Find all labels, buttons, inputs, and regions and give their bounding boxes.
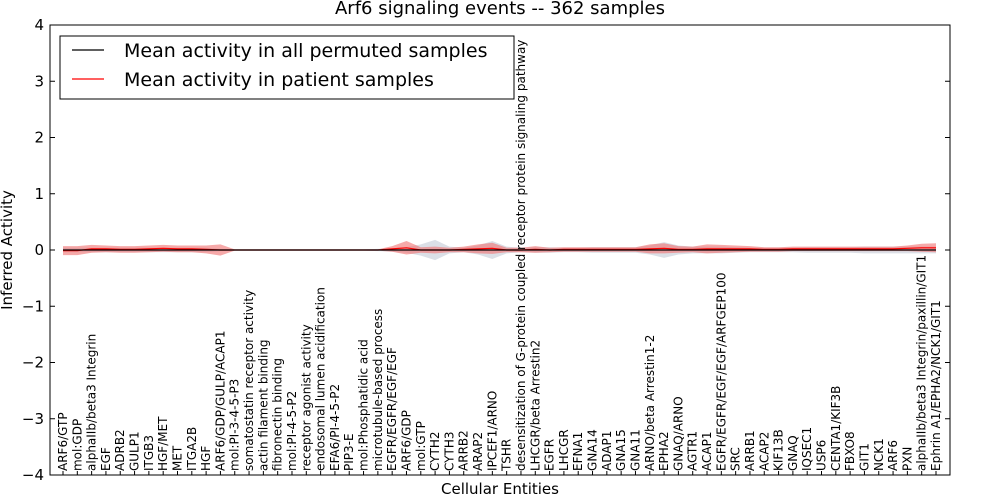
x-tick-label: ARRB1 bbox=[743, 430, 757, 471]
x-tick-label: alphaIIb/beta3 Integrin bbox=[85, 334, 99, 471]
x-tick-label: somatostatin receptor activity bbox=[242, 290, 256, 471]
x-tick-label: ADAP1 bbox=[600, 431, 614, 471]
legend: Mean activity in all permuted samples Me… bbox=[59, 35, 515, 100]
y-tick-label: 1 bbox=[34, 185, 44, 203]
chart-title: Arf6 signaling events -- 362 samples bbox=[335, 0, 665, 19]
x-tick-label: endosomal lumen acidification bbox=[314, 287, 328, 471]
x-tick-label: alphaIIb/beta3 Integrin/paxillin/GIT1 bbox=[915, 255, 929, 471]
x-tick-label: MET bbox=[171, 445, 185, 471]
x-tick-label: KIF13B bbox=[772, 429, 786, 471]
x-tick-label: NCK1 bbox=[872, 438, 886, 471]
x-tick-label: EFA6/PI-4-5-P2 bbox=[328, 384, 342, 471]
x-tick-label: ARAP2 bbox=[471, 432, 485, 471]
x-tick-label: mol:PI-4-5-P2 bbox=[285, 391, 299, 471]
x-tick-label: actin filament binding bbox=[256, 339, 270, 471]
x-tick-label: ARF6/GTP bbox=[56, 412, 70, 471]
x-tick-label: FBXO8 bbox=[843, 431, 857, 471]
y-tick-label: −2 bbox=[22, 354, 44, 372]
x-tick-label: AGTR1 bbox=[686, 431, 700, 471]
x-tick-label: EGF bbox=[99, 447, 113, 471]
series-lines bbox=[63, 247, 936, 252]
band-series-1 bbox=[63, 241, 936, 256]
y-tick-label: 2 bbox=[34, 129, 44, 147]
x-tick-label: GNAQ/ARNO bbox=[671, 396, 685, 471]
x-tick-label: fibronectin binding bbox=[271, 358, 285, 471]
x-tick-label: GNA15 bbox=[614, 429, 628, 471]
x-tick-label: desensitization of G-protein coupled rec… bbox=[514, 40, 528, 471]
x-axis-label: Cellular Entities bbox=[441, 480, 559, 498]
x-tick-label: HGF bbox=[199, 446, 213, 471]
legend-label-patient: Mean activity in patient samples bbox=[124, 69, 434, 91]
y-tick-labels: 4 3 2 1 0 −1 −2 −3 −4 bbox=[22, 16, 44, 484]
x-tick-label: EPHA2 bbox=[657, 431, 671, 471]
x-tick-label: IQSEC1 bbox=[800, 427, 814, 471]
x-tick-label: IPCEF1/ARNO bbox=[485, 391, 499, 471]
x-tick-label: LHCGR bbox=[557, 429, 571, 471]
y-tick-label: 3 bbox=[34, 72, 44, 90]
x-tick-label: GULP1 bbox=[128, 431, 142, 471]
x-tick-label: SRC bbox=[729, 447, 743, 471]
x-tick-label: ITGB3 bbox=[142, 435, 156, 471]
x-tick-label: TSHR bbox=[500, 439, 514, 472]
x-tick-label: GNAQ bbox=[786, 435, 800, 471]
x-tick-label: ARNO/beta Arrestin1-2 bbox=[643, 335, 657, 471]
x-tick-label: PXN bbox=[900, 447, 914, 471]
x-tick-label: GIT1 bbox=[857, 443, 871, 471]
x-tick-label: PIP3-E bbox=[342, 433, 356, 471]
legend-box bbox=[59, 35, 515, 100]
y-tick-label: 4 bbox=[34, 16, 44, 34]
x-tick-label: ACAP1 bbox=[700, 432, 714, 471]
x-tick-label: mol:PI-3-4-5-P3 bbox=[228, 379, 242, 471]
x-tick-label: ACAP2 bbox=[757, 432, 771, 471]
x-tick-labels: ARF6/GTP mol:GDP alphaIIb/beta3 Integrin EG… bbox=[56, 40, 943, 472]
x-tick-label: ARRB2 bbox=[457, 430, 471, 471]
x-tick-label: CENTA1/KIF3B bbox=[829, 386, 843, 471]
x-tick-label: CYTH3 bbox=[442, 431, 456, 471]
x-tick-label: CYTH2 bbox=[428, 432, 442, 472]
x-tick-label: USP6 bbox=[815, 440, 829, 471]
x-tick-label: GNA14 bbox=[586, 429, 600, 471]
x-tick-label: mol:GDP bbox=[70, 419, 84, 471]
x-tick-label: EGFR/EGFR/EGF/EGF bbox=[385, 347, 399, 471]
x-tick-label: receptor agonist activity bbox=[299, 324, 313, 471]
axes bbox=[49, 24, 951, 476]
x-tick-label: EGFR bbox=[543, 439, 557, 471]
x-tick-label: microtubule-based process bbox=[371, 309, 385, 471]
x-tick-label: mol:Phosphatidic acid bbox=[357, 339, 371, 471]
x-tick-label: ADRB2 bbox=[113, 429, 127, 471]
x-tick-label: ARF6 bbox=[886, 440, 900, 471]
x-tick-label: mol:GTP bbox=[414, 421, 428, 471]
y-axis-label: Inferred Activity bbox=[0, 190, 16, 310]
x-tick-label: EGFR/EGFR/EGF/EGF/ARFGEP100 bbox=[714, 273, 728, 471]
x-tick-label: HGF/MET bbox=[156, 416, 170, 471]
x-tick-label: ITGA2B bbox=[185, 427, 199, 471]
x-tick-label: LHCGR/beta Arrestin2 bbox=[528, 340, 542, 471]
legend-label-permuted: Mean activity in all permuted samples bbox=[124, 40, 487, 62]
x-tick-label: EFNA1 bbox=[571, 432, 585, 471]
y-tick-label: −4 bbox=[22, 466, 44, 484]
x-tick-label: ARF6/GDP/GULP/ACAP1 bbox=[213, 331, 227, 471]
x-tick-label: GNA11 bbox=[629, 429, 643, 471]
y-tick-label: 0 bbox=[34, 241, 44, 259]
y-tick-label: −3 bbox=[22, 410, 44, 428]
x-tick-label: Ephrin A1/EPHA2/NCK1/GIT1 bbox=[929, 300, 943, 471]
x-tick-label: ARF6/GDP bbox=[400, 410, 414, 471]
y-tick-label: −1 bbox=[22, 297, 44, 315]
